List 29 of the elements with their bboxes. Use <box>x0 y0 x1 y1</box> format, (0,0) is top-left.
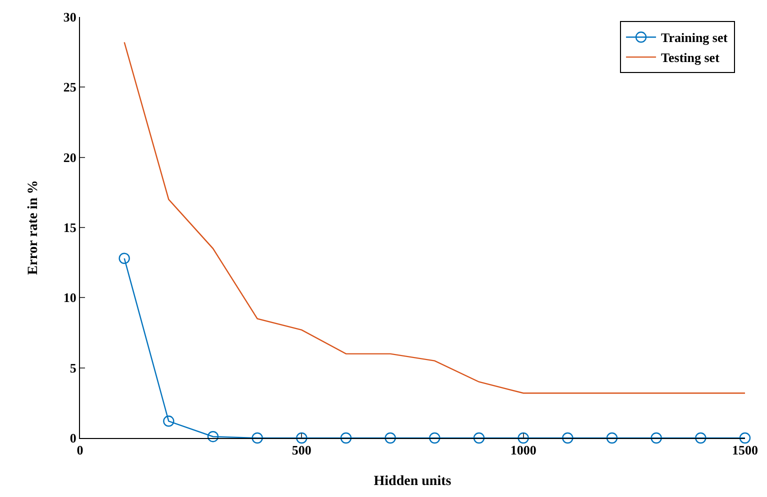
y-tick-label: 25 <box>63 80 77 95</box>
y-tick-label: 5 <box>70 360 77 376</box>
point <box>562 432 574 444</box>
point <box>163 416 174 427</box>
point <box>429 432 440 444</box>
point <box>518 432 529 444</box>
point <box>384 432 396 444</box>
x-tick-label: 1000 <box>510 442 536 458</box>
x-tick-label: 1500 <box>732 442 758 458</box>
legend-label: Training set <box>661 30 728 46</box>
x-tick-label: 500 <box>292 442 312 458</box>
y-tick-label: 30 <box>63 10 76 25</box>
legend-label: Testing set <box>661 50 720 66</box>
point <box>296 432 308 444</box>
point <box>739 432 751 444</box>
point <box>118 252 130 264</box>
y-tick-label: 20 <box>63 150 76 165</box>
point <box>650 432 662 444</box>
y-axis-title: Error rate in % <box>26 180 41 275</box>
point <box>695 432 706 444</box>
point <box>252 432 263 444</box>
y-tick-label: 0 <box>70 430 76 446</box>
point <box>473 432 485 444</box>
y-tick-label: 10 <box>63 290 76 306</box>
x-axis-title: Hidden units <box>374 474 452 489</box>
point <box>207 431 219 442</box>
point <box>606 432 618 444</box>
point <box>340 432 352 444</box>
y-tick-label: 15 <box>63 220 77 236</box>
